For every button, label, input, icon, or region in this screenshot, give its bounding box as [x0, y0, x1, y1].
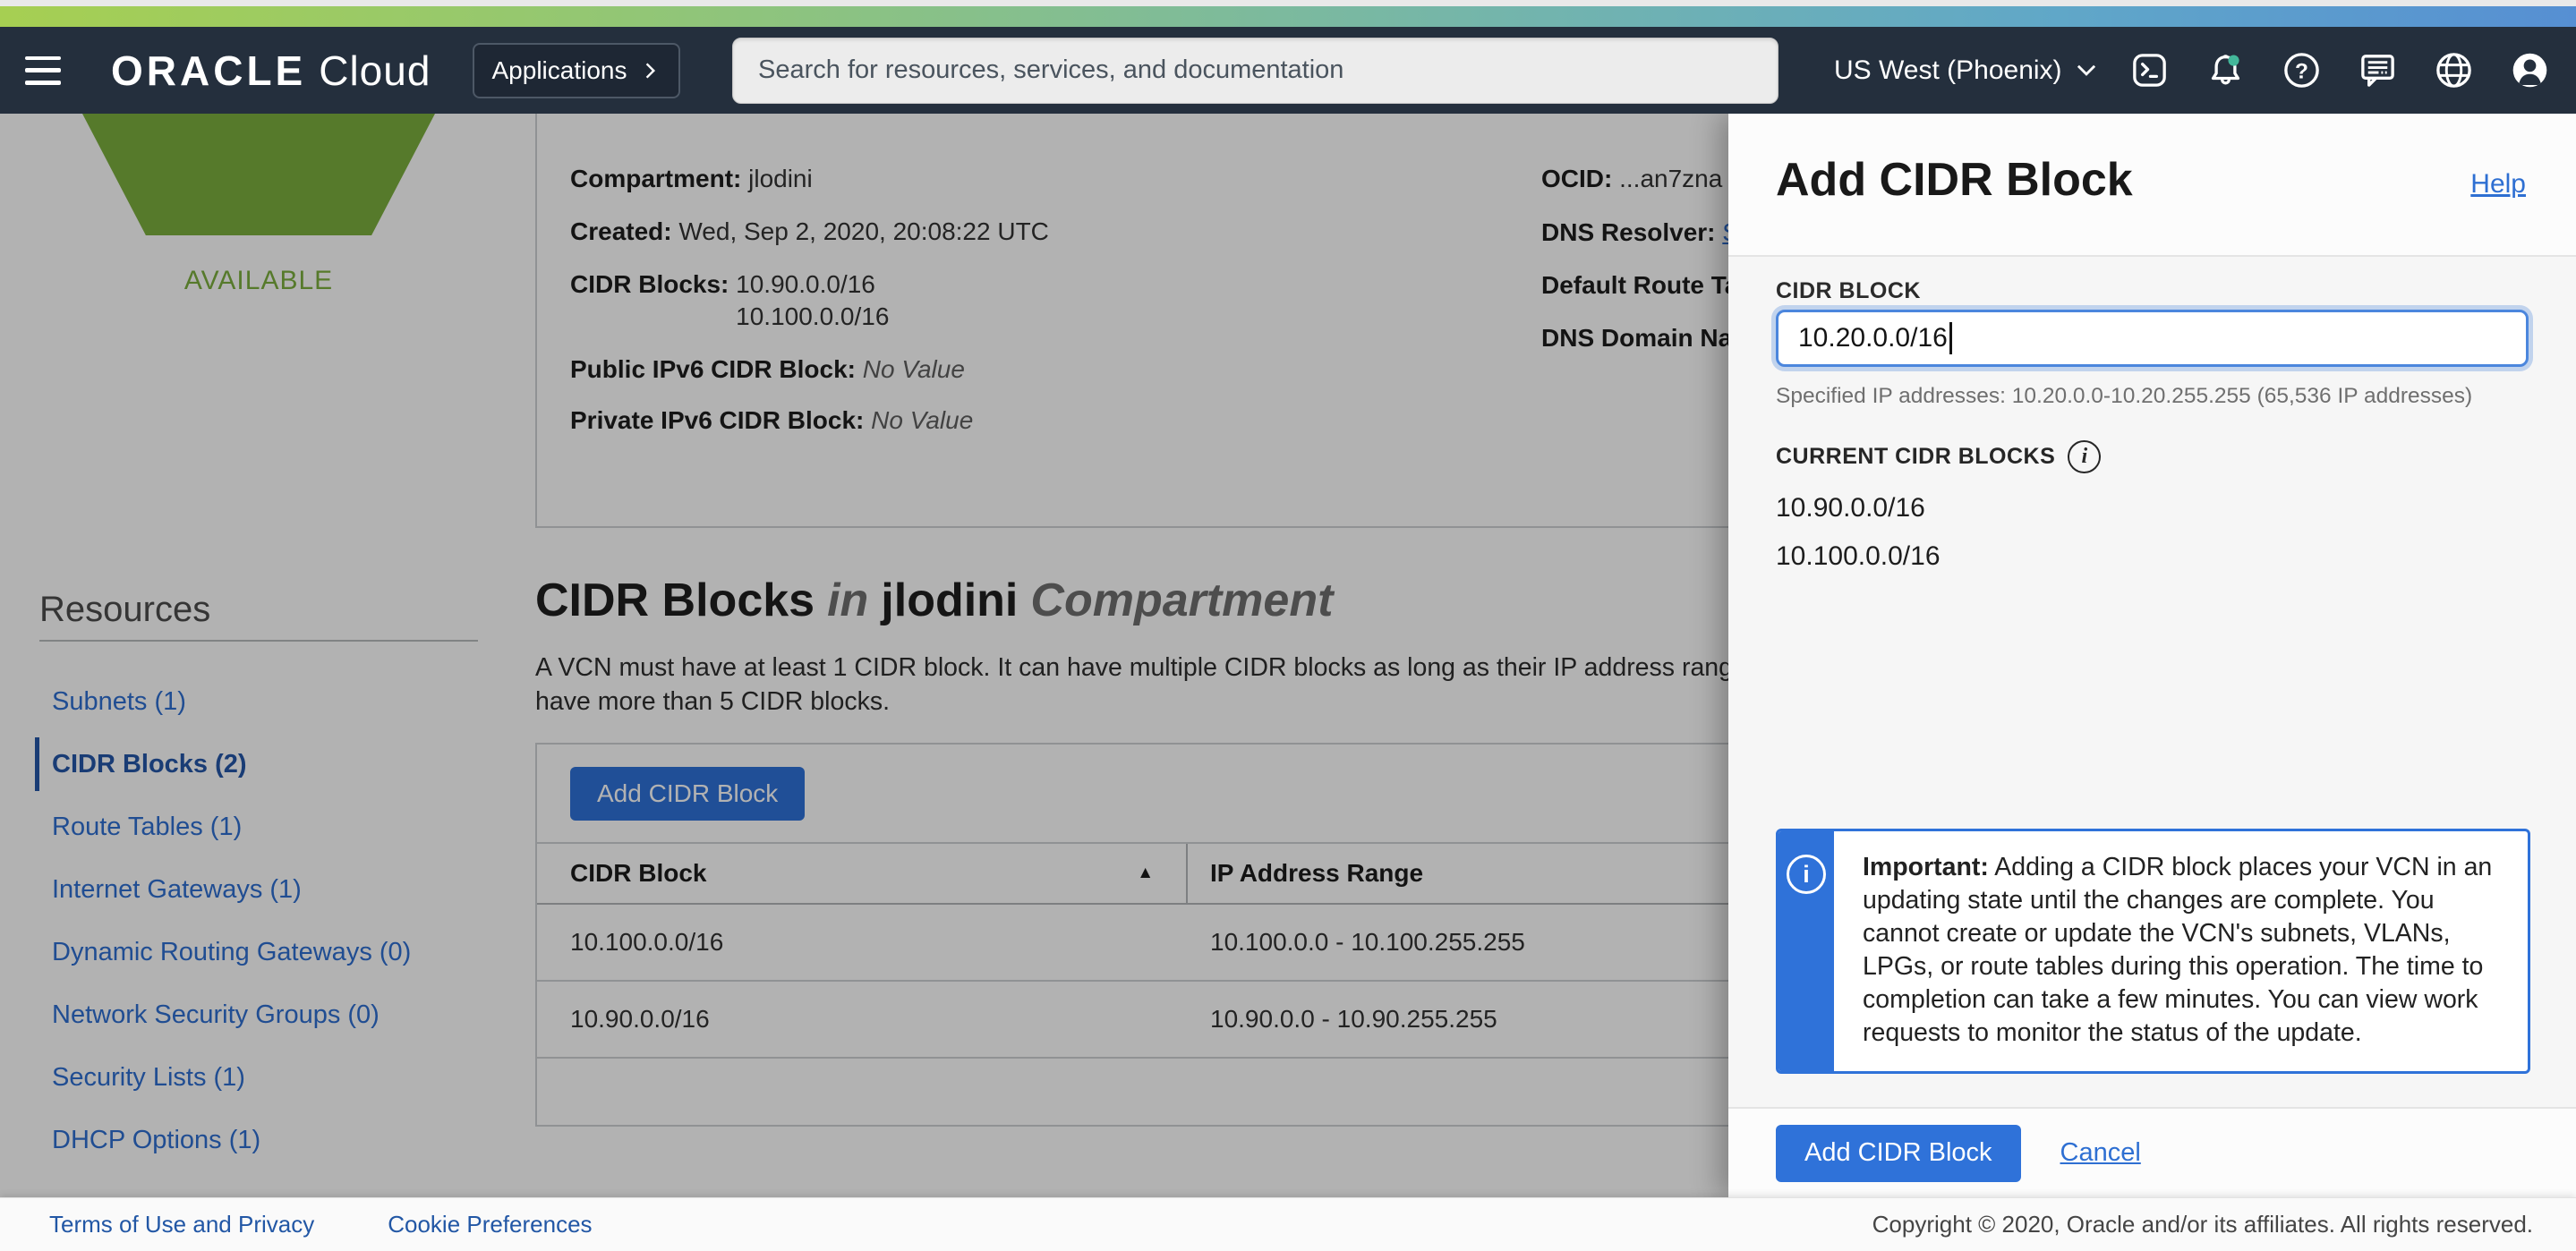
help-icon[interactable]: ?	[2281, 49, 2323, 91]
cancel-link[interactable]: Cancel	[2060, 1138, 2141, 1167]
region-selector[interactable]: US West (Phoenix)	[1834, 55, 2098, 86]
status-hexagon	[82, 114, 435, 235]
brand-gradient-strip	[0, 6, 2576, 27]
announcements-icon[interactable]	[2357, 49, 2399, 91]
terms-link[interactable]: Terms of Use and Privacy	[49, 1211, 315, 1238]
sidebar-item-label: Dynamic Routing Gateways (0)	[52, 938, 412, 966]
search-input[interactable]	[732, 37, 1778, 104]
window-edge	[0, 0, 2576, 6]
current-cidr-block: 10.100.0.0/16	[1776, 541, 1941, 571]
sidebar-item[interactable]: Dynamic Routing Gateways (0)	[0, 921, 506, 983]
section-heading: CIDR Blocks in jlodini Compartment	[535, 574, 1334, 626]
sidebar-item-label: Subnets (1)	[52, 687, 186, 716]
sidebar-item-label: CIDR Blocks (2)	[52, 750, 247, 779]
detail-private-ipv6: Private IPv6 CIDR Block: No Value	[570, 406, 974, 434]
detail-dns-domain: DNS Domain Na	[1541, 324, 1733, 352]
sort-ascending-icon[interactable]: ▲	[1137, 864, 1154, 882]
panel-title: Add CIDR Block	[1776, 154, 2133, 206]
sidebar-item[interactable]: CIDR Blocks (2)	[0, 733, 506, 796]
add-cidr-block-panel: Add CIDR Block Help CIDR BLOCK 10.20.0.0…	[1728, 114, 2576, 1197]
panel-footer: Add CIDR Block Cancel	[1728, 1107, 2576, 1197]
logo-cloud: Cloud	[319, 47, 431, 94]
sidebar-item-label: Internet Gateways (1)	[52, 875, 302, 904]
info-icon[interactable]: i	[2068, 440, 2102, 473]
panel-header: Add CIDR Block Help	[1728, 114, 2576, 257]
table-toolbar: Add CIDR Block	[537, 745, 1983, 844]
notifications-bell-icon[interactable]	[2205, 49, 2247, 91]
column-ip-range: IP Address Range	[1210, 859, 1424, 887]
profile-avatar-icon[interactable]	[2509, 49, 2551, 91]
logo-oracle: ORACLE	[111, 47, 307, 94]
current-cidr-blocks-label: CURRENT CIDR BLOCKS i	[1776, 440, 2102, 473]
current-cidr-blocks-list: 10.90.0.0/16 10.100.0.0/16	[1776, 493, 1941, 590]
cell-cidr-block: 10.90.0.0/16	[570, 1005, 710, 1033]
cloud-shell-icon[interactable]	[2128, 49, 2171, 91]
top-navigation-bar: ORACLE Cloud Applications US West (Phoen…	[0, 27, 2576, 114]
cookie-preferences-link[interactable]: Cookie Preferences	[388, 1211, 593, 1238]
detail-compartment: Compartment: jlodini	[570, 165, 813, 192]
sidebar-item[interactable]: Route Tables (1)	[0, 796, 506, 858]
detail-created: Created: Wed, Sep 2, 2020, 20:08:22 UTC	[570, 217, 1049, 245]
submit-add-cidr-block-button[interactable]: Add CIDR Block	[1776, 1124, 2021, 1182]
sidebar-item-label: Route Tables (1)	[52, 813, 243, 841]
table-header: CIDR Block ▲ IP Address Range	[537, 844, 1983, 905]
help-link[interactable]: Help	[2470, 169, 2526, 199]
detail-public-ipv6: Public IPv6 CIDR Block: No Value	[570, 355, 965, 383]
notice-stripe: i	[1778, 831, 1834, 1071]
resources-divider	[39, 640, 478, 642]
hamburger-menu-icon[interactable]	[25, 55, 61, 85]
sidebar-item-label: Security Lists (1)	[52, 1063, 245, 1092]
sidebar-item-label: Network Security Groups (0)	[52, 1000, 380, 1029]
detail-cidr-blocks: CIDR Blocks: 10.90.0.0/16 10.100.0.0/16	[570, 270, 890, 330]
chevron-right-icon	[646, 62, 656, 79]
oracle-cloud-logo[interactable]: ORACLE Cloud	[111, 47, 430, 95]
sidebar-item[interactable]: Internet Gateways (1)	[0, 858, 506, 921]
status-badge: AVAILABLE	[183, 266, 334, 295]
sidebar-item[interactable]: DHCP Options (1)	[0, 1109, 506, 1171]
detail-default-route: Default Route Ta	[1541, 271, 1739, 299]
sidebar-item[interactable]: Subnets (1)	[0, 670, 506, 733]
panel-body: CIDR BLOCK 10.20.0.0/16 Specified IP add…	[1728, 259, 2576, 1107]
resources-heading: Resources	[39, 590, 211, 629]
detail-ocid: OCID: ...an7zna	[1541, 165, 1723, 192]
table-row: 10.90.0.0/16 10.90.0.0 - 10.90.255.255	[537, 982, 1983, 1059]
sidebar-item[interactable]: Security Lists (1)	[0, 1046, 506, 1109]
table-body: 10.100.0.0/16 10.100.0.0 - 10.100.255.25…	[537, 905, 1983, 1059]
resources-nav: Subnets (1) CIDR Blocks (2) Route Tables…	[0, 670, 506, 1171]
add-cidr-block-button[interactable]: Add CIDR Block	[570, 766, 806, 821]
cell-ip-range: 10.100.0.0 - 10.100.255.255	[1210, 928, 1525, 956]
column-cidr-block[interactable]: CIDR Block ▲	[537, 844, 1188, 903]
cidr-block-input[interactable]: 10.20.0.0/16	[1776, 310, 2529, 367]
cidr-input-value: 10.20.0.0/16	[1798, 323, 1948, 353]
svg-text:?: ?	[2295, 60, 2308, 84]
applications-label: Applications	[491, 55, 627, 84]
notification-badge	[2227, 55, 2239, 66]
page-footer: Terms of Use and Privacy Cookie Preferen…	[0, 1197, 2576, 1251]
text-cursor	[1949, 322, 1952, 354]
cidr-block-field-label: CIDR BLOCK	[1776, 278, 1921, 303]
info-circle-icon: i	[1787, 855, 1826, 894]
region-label: US West (Phoenix)	[1834, 55, 2062, 85]
cell-cidr-block: 10.100.0.0/16	[570, 928, 724, 956]
cell-ip-range: 10.90.0.0 - 10.90.255.255	[1210, 1005, 1497, 1033]
sidebar-item-label: DHCP Options (1)	[52, 1126, 261, 1154]
table-row: 10.100.0.0/16 10.100.0.0 - 10.100.255.25…	[537, 905, 1983, 982]
header-icons: ?	[2128, 49, 2551, 91]
input-helper-text: Specified IP addresses: 10.20.0.0-10.20.…	[1776, 384, 2473, 408]
chevron-down-icon	[2077, 64, 2095, 76]
section-description: A VCN must have at least 1 CIDR block. I…	[535, 653, 1747, 716]
current-cidr-block: 10.90.0.0/16	[1776, 493, 1925, 523]
detail-dns-resolver: DNS Resolver: S	[1541, 217, 1739, 249]
applications-button[interactable]: Applications	[473, 42, 680, 98]
language-globe-icon[interactable]	[2433, 49, 2475, 91]
important-notice-box: i Important: Adding a CIDR block places …	[1776, 829, 2530, 1074]
copyright-text: Copyright © 2020, Oracle and/or its affi…	[1872, 1211, 2533, 1238]
sidebar-item[interactable]: Network Security Groups (0)	[0, 983, 506, 1046]
notice-text: Important: Adding a CIDR block places yo…	[1863, 853, 2493, 1047]
